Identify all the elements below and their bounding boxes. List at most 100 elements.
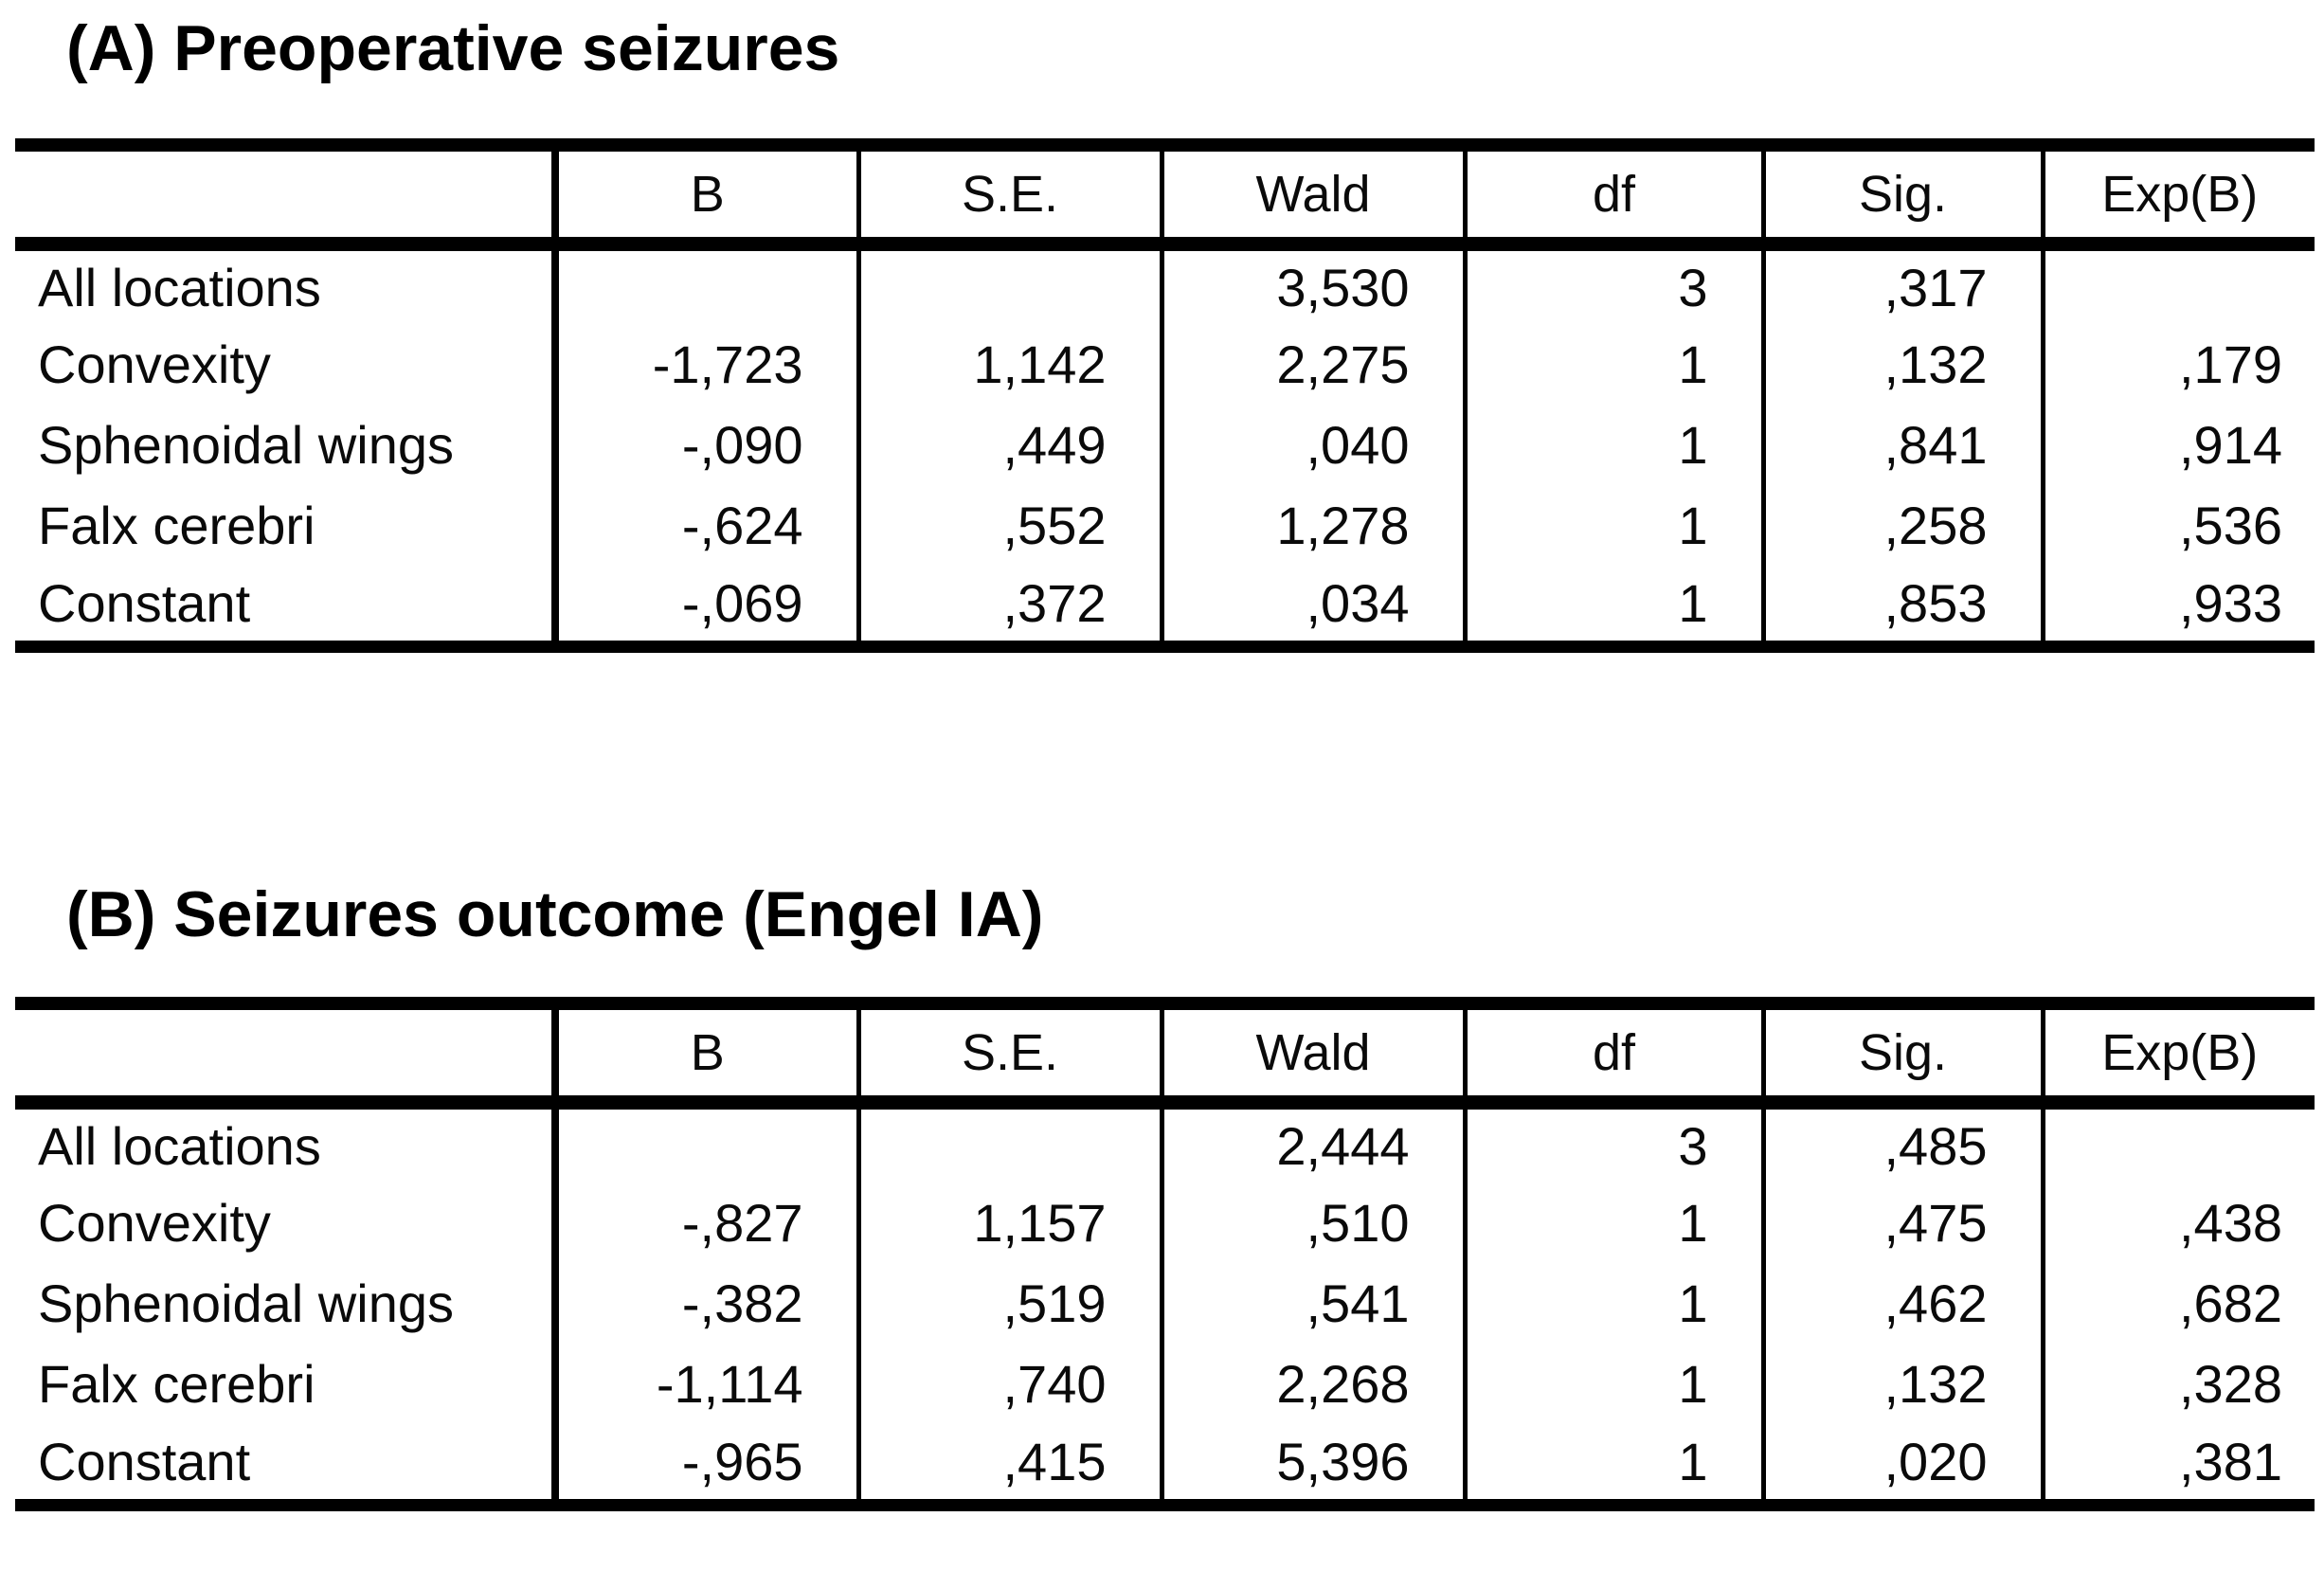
cell-se: ,519 <box>856 1263 1162 1344</box>
cell-b <box>551 244 858 324</box>
cell-b: -1,723 <box>551 324 858 405</box>
cell-b: -,382 <box>551 1263 858 1344</box>
cell-df: 1 <box>1462 485 1763 566</box>
table-row: Convexity -,827 1,157 ,510 1 ,475 ,438 <box>15 1183 2315 1263</box>
table-row: Constant -,965 ,415 5,396 1 ,020 ,381 <box>15 1424 2315 1505</box>
table-a-col-header-sig: Sig. <box>1760 145 2043 251</box>
cell-df: 1 <box>1462 324 1763 405</box>
row-label: Falx cerebri <box>38 1354 315 1414</box>
row-label: Constant <box>38 1431 251 1491</box>
table-row: Falx cerebri -,624 ,552 1,278 1 ,258 ,53… <box>15 485 2315 566</box>
cell-df: 3 <box>1462 244 1763 324</box>
cell-sig: ,258 <box>1760 485 2043 566</box>
row-label: Sphenoidal wings <box>38 1273 454 1333</box>
cell-wald: 1,278 <box>1159 485 1465 566</box>
table-a-col-header-df: df <box>1462 145 1763 251</box>
cell-sig: ,132 <box>1760 1344 2043 1424</box>
cell-b: -,965 <box>551 1424 858 1505</box>
table-a-header-row: B S.E. Wald df Sig. Exp(B) <box>15 145 2315 251</box>
cell-expb: ,914 <box>2040 405 2315 485</box>
table-row: Sphenoidal wings -,090 ,449 ,040 1 ,841 … <box>15 405 2315 485</box>
cell-expb: ,438 <box>2040 1183 2315 1263</box>
cell-se <box>856 1102 1162 1183</box>
cell-expb <box>2040 244 2315 324</box>
cell-wald: ,541 <box>1159 1263 1465 1344</box>
table-a-col-header-wald: Wald <box>1159 145 1465 251</box>
row-label: All locations <box>38 1115 321 1176</box>
row-label: Sphenoidal wings <box>38 415 454 475</box>
cell-se <box>856 244 1162 324</box>
table-row: All locations 3,530 3 ,317 <box>15 244 2315 324</box>
cell-se: 1,157 <box>856 1183 1162 1263</box>
cell-expb: ,179 <box>2040 324 2315 405</box>
cell-se: ,740 <box>856 1344 1162 1424</box>
cell-se: ,552 <box>856 485 1162 566</box>
table-a-col-header-se: S.E. <box>856 145 1162 251</box>
table-row: Convexity -1,723 1,142 2,275 1 ,132 ,179 <box>15 324 2315 405</box>
table-b-col-header-se: S.E. <box>856 1003 1162 1110</box>
cell-df: 1 <box>1462 566 1763 646</box>
cell-sig: ,485 <box>1760 1102 2043 1183</box>
cell-df: 1 <box>1462 1344 1763 1424</box>
table-a: B S.E. Wald df Sig. Exp(B) All locations… <box>15 138 2315 653</box>
table-row: Falx cerebri -1,114 ,740 2,268 1 ,132 ,3… <box>15 1344 2315 1424</box>
cell-df: 1 <box>1462 1263 1763 1344</box>
table-b-col-header-sig: Sig. <box>1760 1003 2043 1110</box>
cell-wald: ,510 <box>1159 1183 1465 1263</box>
table-a-corner-cell <box>15 145 555 251</box>
row-label: Convexity <box>38 334 271 394</box>
cell-expb: ,933 <box>2040 566 2315 646</box>
table-b-col-header-expb: Exp(B) <box>2040 1003 2315 1110</box>
cell-b: -,069 <box>551 566 858 646</box>
cell-wald: 2,444 <box>1159 1102 1465 1183</box>
cell-sig: ,020 <box>1760 1424 2043 1505</box>
cell-se: ,415 <box>856 1424 1162 1505</box>
cell-se: 1,142 <box>856 324 1162 405</box>
table-row: Sphenoidal wings -,382 ,519 ,541 1 ,462 … <box>15 1263 2315 1344</box>
cell-df: 1 <box>1462 1424 1763 1505</box>
table-b-header-row: B S.E. Wald df Sig. Exp(B) <box>15 1003 2315 1110</box>
cell-df: 3 <box>1462 1102 1763 1183</box>
cell-sig: ,317 <box>1760 244 2043 324</box>
row-label: Constant <box>38 572 251 633</box>
cell-sig: ,462 <box>1760 1263 2043 1344</box>
cell-expb: ,328 <box>2040 1344 2315 1424</box>
row-label: Convexity <box>38 1193 271 1253</box>
cell-sig: ,853 <box>1760 566 2043 646</box>
table-a-title: (A) Preoperative seizures <box>66 12 840 84</box>
cell-expb: ,381 <box>2040 1424 2315 1505</box>
row-label: All locations <box>38 257 321 317</box>
cell-expb <box>2040 1102 2315 1183</box>
table-b-corner-cell <box>15 1003 555 1110</box>
cell-expb: ,536 <box>2040 485 2315 566</box>
cell-df: 1 <box>1462 405 1763 485</box>
cell-b: -,090 <box>551 405 858 485</box>
row-label: Falx cerebri <box>38 496 315 555</box>
cell-expb: ,682 <box>2040 1263 2315 1344</box>
cell-b <box>551 1102 858 1183</box>
cell-se: ,449 <box>856 405 1162 485</box>
cell-wald: ,040 <box>1159 405 1465 485</box>
cell-wald: 3,530 <box>1159 244 1465 324</box>
table-b-col-header-df: df <box>1462 1003 1763 1110</box>
cell-sig: ,475 <box>1760 1183 2043 1263</box>
cell-sig: ,841 <box>1760 405 2043 485</box>
cell-df: 1 <box>1462 1183 1763 1263</box>
table-a-col-header-b: B <box>551 145 858 251</box>
cell-se: ,372 <box>856 566 1162 646</box>
table-b: B S.E. Wald df Sig. Exp(B) All locations… <box>15 997 2315 1511</box>
table-a-col-header-expb: Exp(B) <box>2040 145 2315 251</box>
table-b-title: (B) Seizures outcome (Engel IA) <box>66 878 1044 950</box>
table-b-col-header-wald: Wald <box>1159 1003 1465 1110</box>
cell-b: -1,114 <box>551 1344 858 1424</box>
cell-b: -,827 <box>551 1183 858 1263</box>
table-row: Constant -,069 ,372 ,034 1 ,853 ,933 <box>15 566 2315 646</box>
cell-b: -,624 <box>551 485 858 566</box>
table-row: All locations 2,444 3 ,485 <box>15 1102 2315 1183</box>
cell-wald: 5,396 <box>1159 1424 1465 1505</box>
table-b-col-header-b: B <box>551 1003 858 1110</box>
cell-wald: ,034 <box>1159 566 1465 646</box>
cell-sig: ,132 <box>1760 324 2043 405</box>
cell-wald: 2,268 <box>1159 1344 1465 1424</box>
